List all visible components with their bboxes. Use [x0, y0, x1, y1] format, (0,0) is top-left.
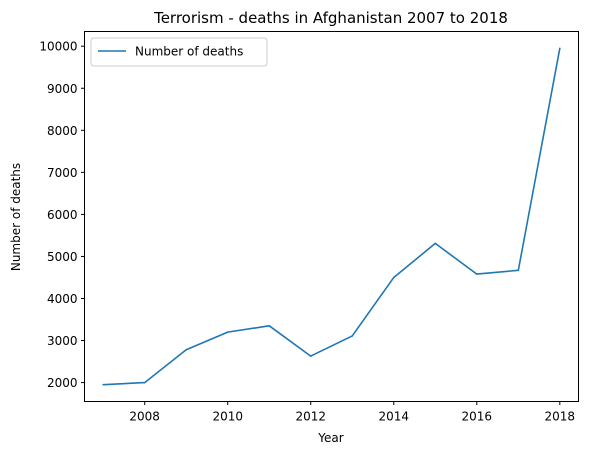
- y-tick-label: 5000: [47, 250, 78, 264]
- x-axis-label: Year: [317, 431, 343, 445]
- data-point: [517, 269, 520, 272]
- chart-title: Terrorism - deaths in Afghanistan 2007 t…: [153, 9, 508, 27]
- x-tick-label: 2014: [378, 410, 409, 424]
- x-tick-label: 2010: [212, 410, 243, 424]
- legend: Number of deaths: [90, 37, 268, 67]
- y-axis: 2000 3000 4000 5000 6000 7000 8000 9000 10000: [39, 40, 85, 390]
- data-point: [143, 381, 146, 384]
- data-point: [268, 325, 271, 327]
- y-tick-label: 8000: [47, 124, 78, 138]
- data-point: [392, 276, 395, 279]
- legend-entry-label: Number of deaths: [135, 45, 243, 59]
- y-tick-label: 4000: [47, 292, 78, 306]
- y-tick-label: 10000: [39, 40, 77, 54]
- x-tick-label: 2016: [462, 410, 493, 424]
- legend-box: [90, 37, 268, 67]
- plot-area: [84, 31, 579, 402]
- data-point: [559, 47, 561, 50]
- y-tick-label: 6000: [47, 208, 78, 222]
- x-tick-label: 2012: [295, 410, 326, 424]
- data-point: [434, 242, 437, 245]
- data-point: [102, 383, 104, 386]
- data-point: [475, 273, 478, 275]
- data-point: [226, 331, 229, 333]
- data-point: [309, 355, 312, 357]
- plot-frame: [84, 31, 579, 402]
- data-point: [185, 348, 188, 351]
- x-tick-label: 2008: [129, 410, 160, 424]
- series-layer: [102, 47, 561, 386]
- series-line: [103, 48, 561, 386]
- data-point: [351, 335, 354, 337]
- y-tick-label: 3000: [47, 334, 78, 348]
- x-axis: 2008 2010 2012 2014 2016 2018: [129, 401, 576, 424]
- x-tick-label: 2018: [545, 410, 576, 424]
- y-tick-label: 2000: [47, 376, 78, 390]
- y-tick-label: 7000: [47, 166, 78, 180]
- y-axis-label: Number of deaths: [9, 163, 23, 271]
- y-tick-label: 9000: [47, 82, 78, 96]
